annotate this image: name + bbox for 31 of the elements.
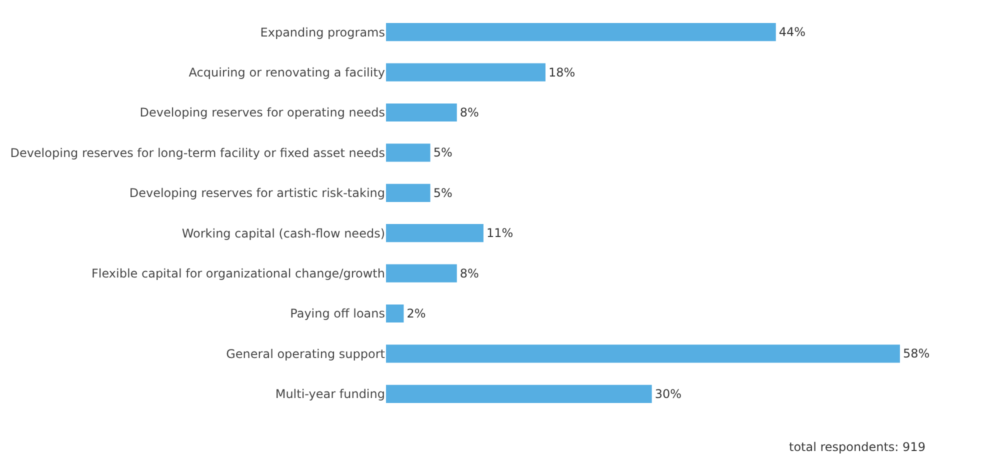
y-tick-label: Flexible capital for organizational change/growth xyxy=(92,266,385,280)
text: total respondents: 919 xyxy=(789,440,926,454)
data-label: 5% xyxy=(433,186,452,200)
data-label: 18% xyxy=(548,65,576,80)
y-tick-label: Expanding programs xyxy=(260,25,385,40)
data-label: 5% xyxy=(433,146,452,160)
bar xyxy=(386,264,457,282)
y-tick-label: Working capital (cash-flow needs) xyxy=(182,226,385,240)
bar xyxy=(386,344,900,363)
bar xyxy=(386,103,457,122)
data-label: 11% xyxy=(486,226,514,240)
data-label: 8% xyxy=(460,266,479,280)
bar xyxy=(386,304,404,323)
bar xyxy=(386,184,430,202)
y-tick-label: Developing reserves for long-term facility or fixed asset needs xyxy=(10,146,385,160)
data-label: 2% xyxy=(406,306,426,321)
y-tick-label: Acquiring or renovating a facility xyxy=(188,66,385,80)
data-label: 58% xyxy=(902,346,930,361)
bar xyxy=(386,224,484,242)
data-label: 44% xyxy=(778,25,806,40)
y-tick-label: Multi-year funding xyxy=(275,387,385,402)
data-label: 8% xyxy=(460,106,479,120)
y-tick-label: Developing reserves for operating needs xyxy=(140,106,385,120)
y-tick-label: General operating support xyxy=(226,346,386,361)
y-tick-label: Paying off loans xyxy=(290,306,385,321)
bar xyxy=(386,144,430,162)
data-label: 30% xyxy=(654,386,682,401)
y-tick-label: Developing reserves for artistic risk-taking xyxy=(129,186,385,200)
bar xyxy=(386,63,546,82)
bar xyxy=(386,23,776,42)
bar xyxy=(386,384,652,403)
